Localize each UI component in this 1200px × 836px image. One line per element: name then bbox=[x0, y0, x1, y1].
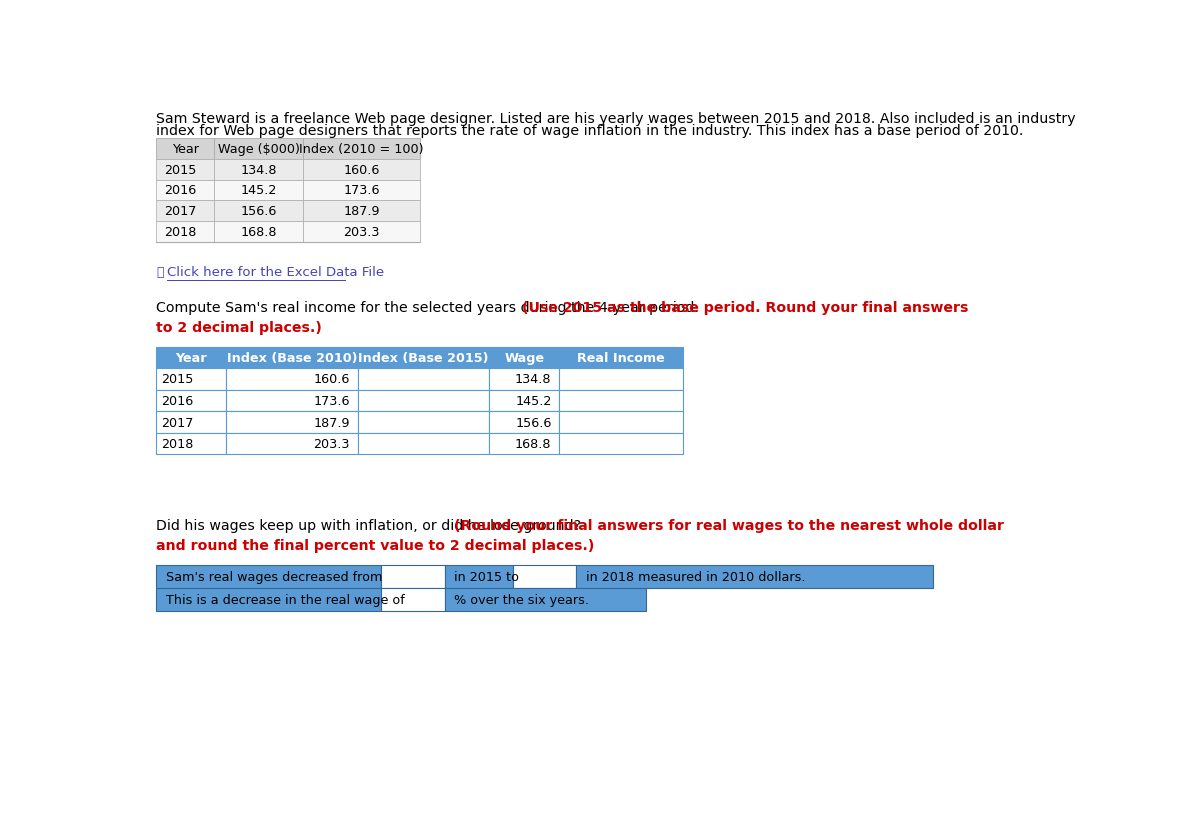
FancyBboxPatch shape bbox=[559, 433, 683, 455]
FancyBboxPatch shape bbox=[226, 369, 358, 390]
Text: index for Web page designers that reports the rate of wage inflation in the indu: index for Web page designers that report… bbox=[156, 124, 1024, 137]
Text: Wage ($000): Wage ($000) bbox=[218, 143, 300, 155]
FancyBboxPatch shape bbox=[215, 160, 304, 181]
Text: 2015: 2015 bbox=[161, 373, 193, 386]
FancyBboxPatch shape bbox=[358, 390, 490, 412]
FancyBboxPatch shape bbox=[490, 433, 559, 455]
Text: 168.8: 168.8 bbox=[515, 437, 552, 451]
FancyBboxPatch shape bbox=[490, 369, 559, 390]
FancyBboxPatch shape bbox=[156, 566, 380, 589]
Text: 2017: 2017 bbox=[161, 416, 193, 429]
FancyBboxPatch shape bbox=[559, 347, 683, 369]
FancyBboxPatch shape bbox=[380, 566, 444, 589]
Text: Did his wages keep up with inflation, or did he lose ground?: Did his wages keep up with inflation, or… bbox=[156, 518, 586, 532]
Text: 2018: 2018 bbox=[161, 437, 193, 451]
Text: 2018: 2018 bbox=[164, 226, 197, 239]
Text: Real Income: Real Income bbox=[577, 351, 665, 364]
Text: 156.6: 156.6 bbox=[241, 205, 277, 218]
Text: 203.3: 203.3 bbox=[343, 226, 380, 239]
FancyBboxPatch shape bbox=[156, 222, 215, 242]
FancyBboxPatch shape bbox=[444, 589, 646, 612]
FancyBboxPatch shape bbox=[156, 160, 215, 181]
Text: in 2015 to: in 2015 to bbox=[454, 571, 518, 584]
Text: 160.6: 160.6 bbox=[343, 163, 379, 176]
FancyBboxPatch shape bbox=[215, 222, 304, 242]
Text: 168.8: 168.8 bbox=[241, 226, 277, 239]
FancyBboxPatch shape bbox=[156, 347, 226, 369]
FancyBboxPatch shape bbox=[490, 390, 559, 412]
FancyBboxPatch shape bbox=[304, 181, 420, 201]
Text: 187.9: 187.9 bbox=[343, 205, 380, 218]
FancyBboxPatch shape bbox=[215, 201, 304, 222]
Text: 156.6: 156.6 bbox=[515, 416, 552, 429]
Text: 187.9: 187.9 bbox=[313, 416, 350, 429]
Text: Index (Base 2010): Index (Base 2010) bbox=[227, 351, 358, 364]
FancyBboxPatch shape bbox=[304, 201, 420, 222]
Text: 173.6: 173.6 bbox=[343, 184, 380, 197]
FancyBboxPatch shape bbox=[156, 369, 226, 390]
FancyBboxPatch shape bbox=[226, 433, 358, 455]
Text: Year: Year bbox=[172, 143, 199, 155]
Text: (Use 2015 as the base period. Round your final answers: (Use 2015 as the base period. Round your… bbox=[522, 301, 968, 315]
FancyBboxPatch shape bbox=[304, 160, 420, 181]
FancyBboxPatch shape bbox=[444, 566, 512, 589]
FancyBboxPatch shape bbox=[156, 181, 215, 201]
Text: Index (2010 = 100): Index (2010 = 100) bbox=[299, 143, 424, 155]
Text: 2017: 2017 bbox=[164, 205, 197, 218]
FancyBboxPatch shape bbox=[156, 433, 226, 455]
Text: Wage: Wage bbox=[504, 351, 545, 364]
Text: Compute Sam's real income for the selected years during the 4-year period.: Compute Sam's real income for the select… bbox=[156, 301, 703, 315]
FancyBboxPatch shape bbox=[226, 412, 358, 433]
Text: (Round your final answers for real wages to the nearest whole dollar: (Round your final answers for real wages… bbox=[454, 518, 1004, 532]
FancyBboxPatch shape bbox=[358, 412, 490, 433]
Text: 134.8: 134.8 bbox=[241, 163, 277, 176]
Text: to 2 decimal places.): to 2 decimal places.) bbox=[156, 321, 322, 335]
FancyBboxPatch shape bbox=[226, 390, 358, 412]
Text: 203.3: 203.3 bbox=[313, 437, 350, 451]
Text: 134.8: 134.8 bbox=[515, 373, 552, 386]
FancyBboxPatch shape bbox=[358, 347, 490, 369]
Text: and round the final percent value to 2 decimal places.): and round the final percent value to 2 d… bbox=[156, 538, 594, 552]
Text: 145.2: 145.2 bbox=[241, 184, 277, 197]
Text: % over the six years.: % over the six years. bbox=[454, 594, 589, 607]
Text: in 2018 measured in 2010 dollars.: in 2018 measured in 2010 dollars. bbox=[586, 571, 805, 584]
FancyBboxPatch shape bbox=[490, 347, 559, 369]
FancyBboxPatch shape bbox=[156, 201, 215, 222]
FancyBboxPatch shape bbox=[304, 222, 420, 242]
Text: Sam Steward is a freelance Web page designer. Listed are his yearly wages betwee: Sam Steward is a freelance Web page desi… bbox=[156, 112, 1076, 126]
Text: 173.6: 173.6 bbox=[313, 395, 350, 407]
FancyBboxPatch shape bbox=[215, 139, 304, 160]
FancyBboxPatch shape bbox=[156, 390, 226, 412]
FancyBboxPatch shape bbox=[380, 589, 444, 612]
FancyBboxPatch shape bbox=[156, 139, 215, 160]
Text: Year: Year bbox=[175, 351, 206, 364]
FancyBboxPatch shape bbox=[226, 347, 358, 369]
Text: 2015: 2015 bbox=[164, 163, 197, 176]
Text: This is a decrease in the real wage of: This is a decrease in the real wage of bbox=[166, 594, 404, 607]
FancyBboxPatch shape bbox=[490, 412, 559, 433]
Text: ⎙: ⎙ bbox=[156, 266, 163, 278]
FancyBboxPatch shape bbox=[304, 139, 420, 160]
FancyBboxPatch shape bbox=[512, 566, 576, 589]
FancyBboxPatch shape bbox=[559, 412, 683, 433]
Text: 160.6: 160.6 bbox=[313, 373, 350, 386]
FancyBboxPatch shape bbox=[559, 369, 683, 390]
Text: Index (Base 2015): Index (Base 2015) bbox=[359, 351, 488, 364]
FancyBboxPatch shape bbox=[358, 369, 490, 390]
Text: 2016: 2016 bbox=[164, 184, 197, 197]
FancyBboxPatch shape bbox=[358, 433, 490, 455]
Text: Sam's real wages decreased from: Sam's real wages decreased from bbox=[166, 571, 382, 584]
FancyBboxPatch shape bbox=[156, 589, 380, 612]
Text: 145.2: 145.2 bbox=[515, 395, 552, 407]
Text: Click here for the Excel Data File: Click here for the Excel Data File bbox=[167, 266, 384, 278]
FancyBboxPatch shape bbox=[156, 412, 226, 433]
Text: 2016: 2016 bbox=[161, 395, 193, 407]
FancyBboxPatch shape bbox=[215, 181, 304, 201]
FancyBboxPatch shape bbox=[559, 390, 683, 412]
FancyBboxPatch shape bbox=[576, 566, 932, 589]
